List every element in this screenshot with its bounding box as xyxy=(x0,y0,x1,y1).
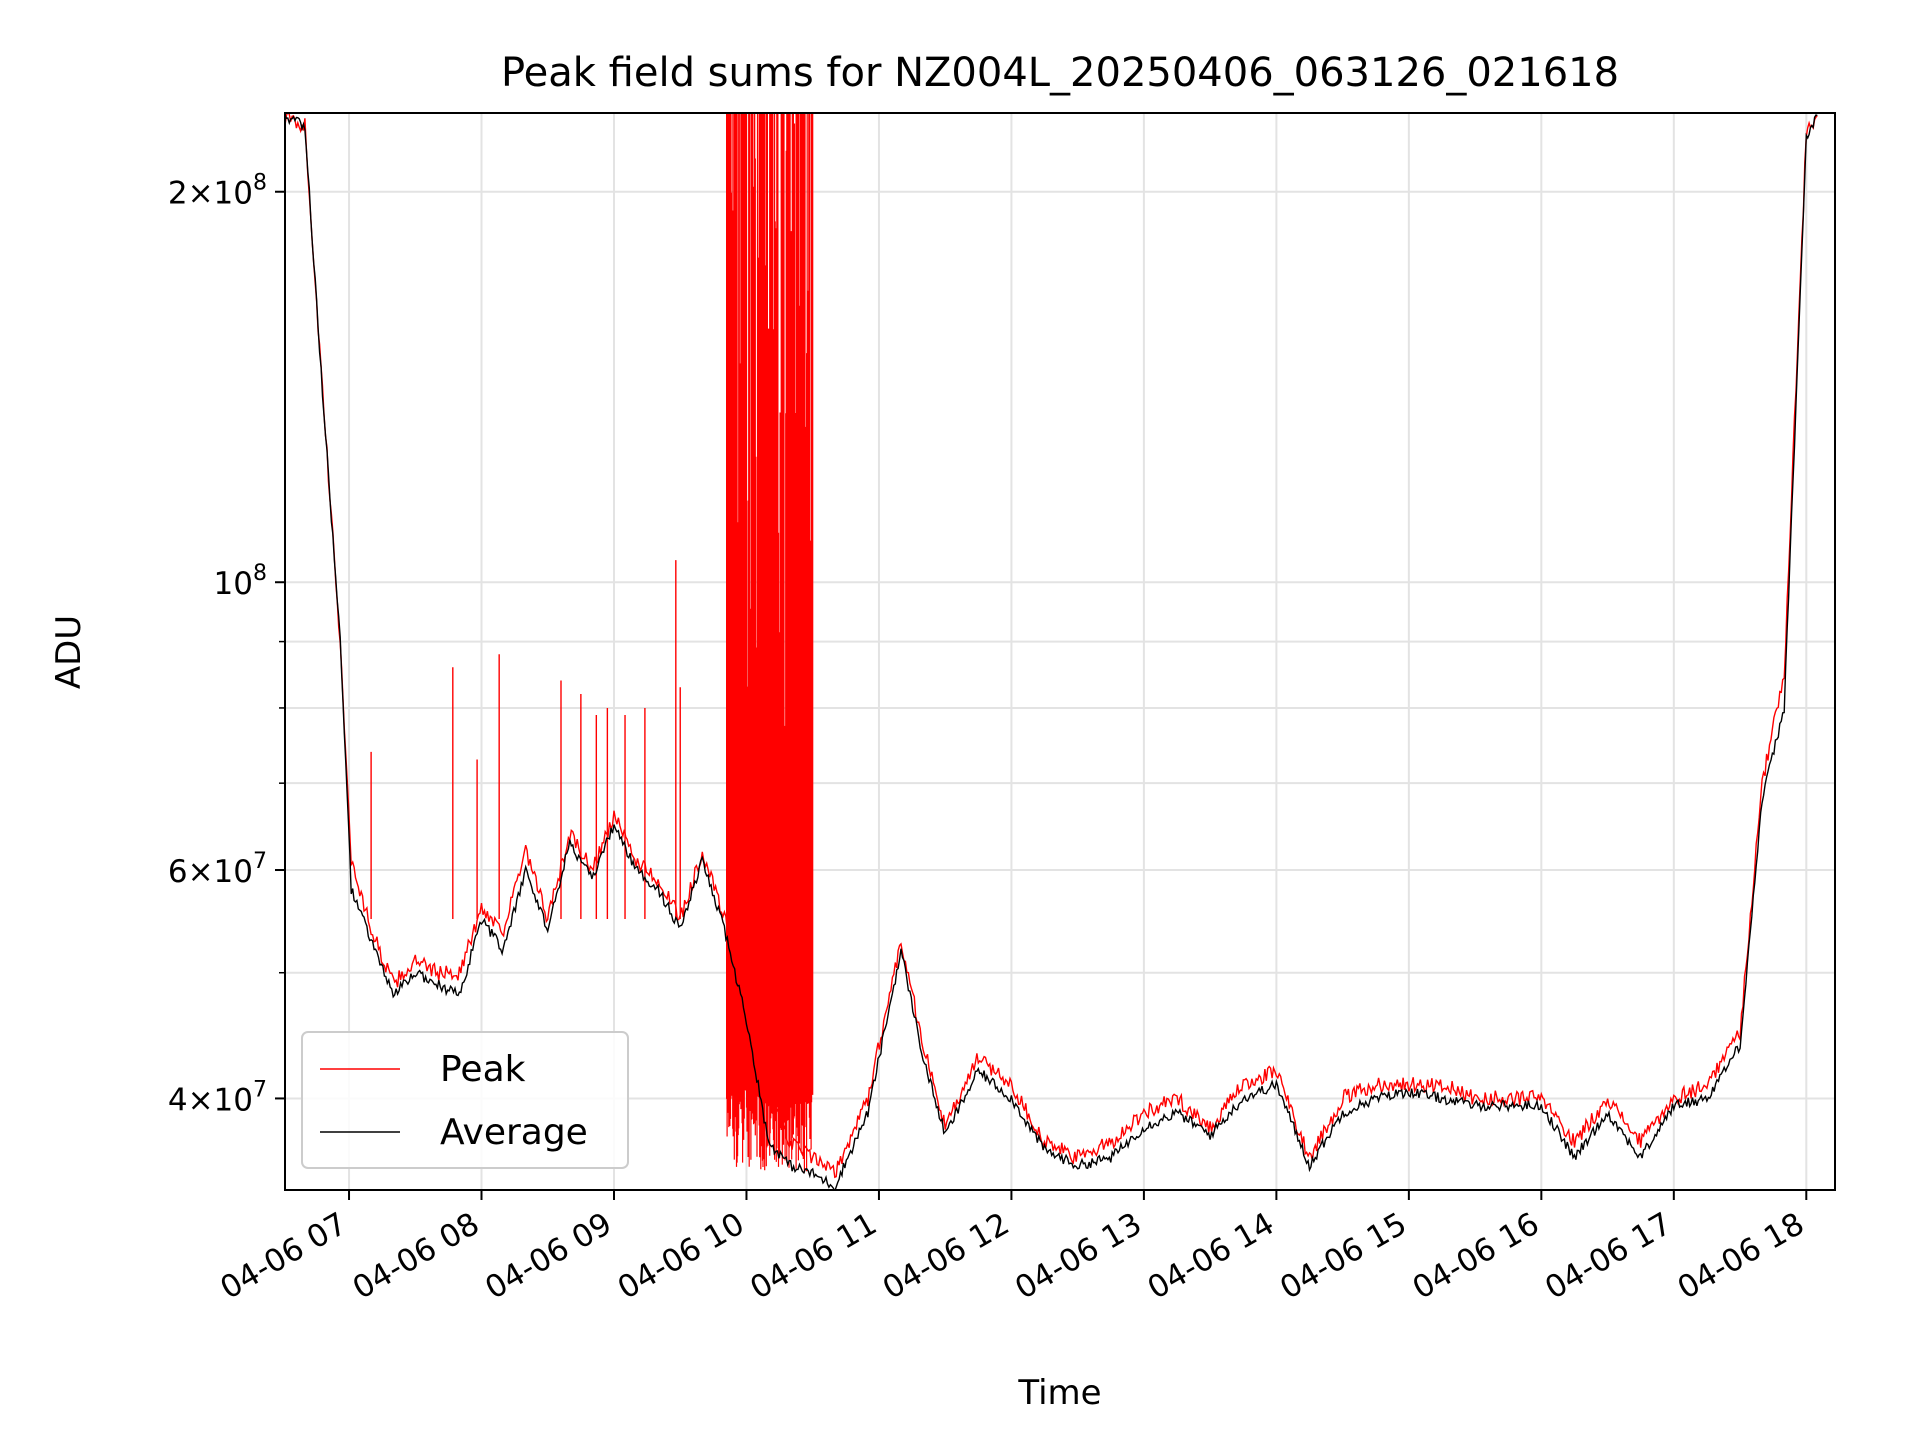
plot-series xyxy=(285,113,1818,1190)
legend-label-average: Average xyxy=(440,1112,588,1153)
series-peak-noisy-band xyxy=(726,113,814,1173)
y-tick-label: 4×107 xyxy=(168,1077,267,1118)
x-axis-title: Time xyxy=(1017,1373,1101,1413)
legend-box xyxy=(301,1031,629,1169)
grid xyxy=(285,113,1835,1190)
plot-frame xyxy=(284,112,1836,1191)
y-axis-title: ADU xyxy=(49,615,89,689)
series-line-peak xyxy=(285,113,1818,1179)
y-tick-label: 108 xyxy=(214,561,267,602)
legend-label-peak: Peak xyxy=(440,1049,526,1090)
series-line-average xyxy=(285,114,1818,1190)
y-tick-label: 2×108 xyxy=(168,171,267,212)
y-tick-label: 6×107 xyxy=(168,849,267,890)
legend: Peak Average xyxy=(301,1031,629,1169)
chart-title: Peak field sums for NZ004L_20250406_0631… xyxy=(501,50,1619,96)
y-axis: 4×107 6×107 108 2×108 xyxy=(168,171,285,1118)
